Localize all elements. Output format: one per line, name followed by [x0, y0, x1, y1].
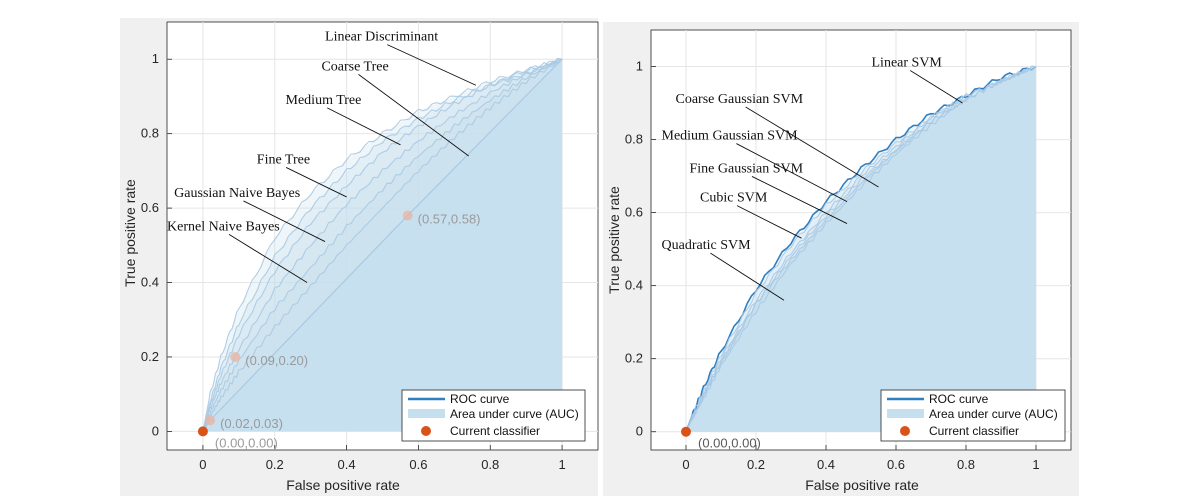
left-point-label: (0.09,0.20) [245, 353, 308, 368]
right-point-label: (0.00,0.00) [698, 436, 761, 451]
left-legend-classifier-swatch [421, 426, 431, 436]
left-annotation-leader-fine-tree [285, 167, 347, 198]
left-annotation-coarse-tree: Coarse Tree [321, 59, 388, 74]
right-legend: ROC curve Area under curve (AUC) Current… [880, 389, 1066, 442]
right-y-tick-label: 0.8 [625, 132, 643, 147]
left-point-marker [402, 210, 413, 221]
left-y-tick-label: 0.2 [141, 349, 159, 364]
left-legend-roc-label: ROC curve [450, 392, 510, 406]
left-x-tick-label: 0 [199, 457, 206, 472]
left-y-tick-label: 0.8 [141, 126, 159, 141]
left-annotation-fine-tree: Fine Tree [257, 152, 310, 167]
left-roc-line-kernel-naive-bayes [202, 58, 563, 432]
left-annotation-kernel-naive-bayes: Kernel Naive Bayes [167, 219, 280, 234]
right-annotation-leader-cubic-svm [736, 205, 802, 239]
right-roc-line-linear-svm [685, 65, 1037, 433]
left-x-axis-label: False positive rate [286, 477, 400, 493]
left-roc-line-fine-tree [202, 58, 563, 432]
left-annotation-leader-medium-tree [327, 107, 401, 146]
left-x-tick-label: 0.2 [266, 457, 284, 472]
left-y-tick-label: 0.6 [141, 200, 159, 215]
right-roc-line-fine-gaussian-svm [685, 65, 1037, 432]
right-annotation-cubic-svm: Cubic SVM [700, 191, 768, 206]
left-roc-line-coarse-tree [202, 57, 563, 432]
left-auc-area [202, 59, 563, 432]
left-legend-auc-swatch [408, 409, 445, 418]
right-annotation-leader-fine-gaussian-svm [751, 176, 848, 224]
left-annotation-leader-gaussian-naive-bayes [243, 200, 326, 242]
left-legend-auc-label: Area under curve (AUC) [450, 407, 579, 421]
left-legend: ROC curve Area under curve (AUC) Current… [401, 389, 586, 442]
right-y-tick-label: 0.4 [625, 278, 643, 293]
left-roc-line-medium-tree [202, 58, 563, 432]
left-point-marker [205, 415, 216, 426]
right-point-marker [681, 426, 691, 437]
left-point-marker [197, 426, 208, 437]
right-legend-auc-swatch [887, 409, 924, 418]
right-x-tick-label: 0.8 [957, 457, 975, 472]
right-roc-line-cubic-svm [685, 66, 1037, 432]
left-y-tick-label: 1 [152, 51, 159, 66]
left-annotation-linear-discriminant: Linear Discriminant [325, 30, 438, 45]
right-legend-auc-label: Area under curve (AUC) [929, 407, 1058, 421]
right-legend-roc-label: ROC curve [929, 392, 989, 406]
right-x-tick-label: 0.6 [887, 457, 905, 472]
right-x-axis-label: False positive rate [805, 477, 919, 493]
right-annotation-leader-quadratic-svm [710, 252, 785, 301]
right-y-axis-label: True positive rate [606, 186, 622, 294]
left-annotation-leader-linear-discriminant [387, 44, 477, 86]
right-auc-area [686, 66, 1036, 432]
right-legend-classifier-swatch [900, 426, 910, 436]
right-roc-axes: 0 0.2 0.4 0.6 0.8 1 0 0.2 0.4 0.6 0.8 1 Linear SVM Co… [625, 29, 1072, 472]
right-annotation-leader-medium-gaussian-svm [736, 143, 848, 203]
left-x-tick-label: 0.4 [338, 457, 356, 472]
left-point-label: (0.00,0.00) [215, 435, 278, 450]
right-annotation-fine-gaussian-svm: Fine Gaussian SVM [690, 161, 804, 176]
left-y-tick-label: 0.4 [141, 275, 159, 290]
left-x-tick-label: 0.6 [409, 457, 427, 472]
right-annotation-quadratic-svm: Quadratic SVM [662, 238, 752, 253]
left-y-axis-label: True positive rate [122, 179, 138, 287]
right-annotation-coarse-gaussian-svm: Coarse Gaussian SVM [676, 92, 804, 107]
right-y-tick-label: 0.2 [625, 351, 643, 366]
left-point-label: (0.02,0.03) [220, 416, 283, 431]
left-annotation-leader-kernel-naive-bayes [228, 234, 308, 283]
right-annotation-leader-coarse-gaussian-svm [745, 106, 879, 188]
right-y-tick-label: 0 [636, 424, 643, 439]
left-x-tick-label: 0.8 [481, 457, 499, 472]
right-annotation-medium-gaussian-svm: Medium Gaussian SVM [662, 129, 799, 144]
right-x-tick-label: 0.4 [817, 457, 835, 472]
left-roc-axes: 0 0.2 0.4 0.6 0.8 1 0 0.2 0.4 0.6 0.8 1 Linear Discr… [141, 21, 599, 472]
right-x-tick-label: 1 [1032, 457, 1039, 472]
right-y-tick-label: 0.6 [625, 205, 643, 220]
left-annotation-leader-coarse-tree [358, 74, 469, 157]
left-point-marker [230, 351, 241, 362]
left-roc-line-current [202, 58, 563, 432]
right-x-tick-label: 0 [682, 457, 689, 472]
right-legend-classifier-label: Current classifier [929, 424, 1019, 438]
left-y-tick-label: 0 [152, 423, 159, 438]
right-annotation-linear-svm: Linear SVM [872, 56, 943, 71]
left-annotation-gaussian-naive-bayes: Gaussian Naive Bayes [174, 186, 300, 201]
right-annotation-leader-linear-svm [909, 70, 963, 104]
right-y-tick-label: 1 [636, 59, 643, 74]
left-roc-line-gaussian-naive-bayes [202, 58, 563, 432]
right-roc-line-quadratic-svm [685, 65, 1037, 432]
left-x-tick-label: 1 [558, 457, 565, 472]
right-roc-line-coarse-gaussian-svm [685, 65, 1037, 432]
left-annotation-medium-tree: Medium Tree [286, 93, 362, 108]
right-x-tick-label: 0.2 [747, 457, 765, 472]
left-point-label: (0.57,0.58) [418, 212, 481, 227]
left-legend-classifier-label: Current classifier [450, 424, 540, 438]
